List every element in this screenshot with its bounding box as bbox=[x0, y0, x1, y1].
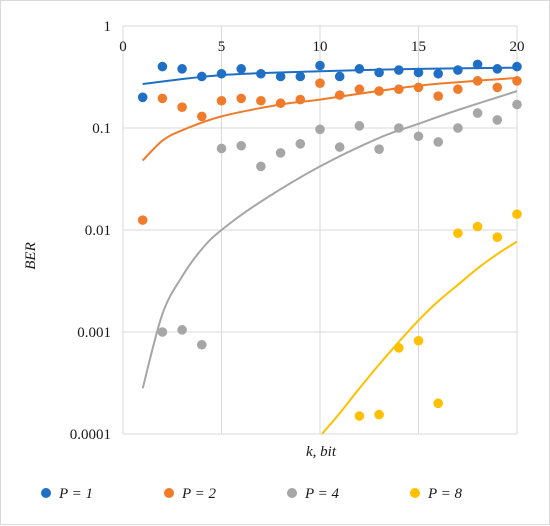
data-point bbox=[413, 131, 424, 142]
data-point bbox=[315, 78, 325, 88]
data-point bbox=[315, 60, 325, 71]
data-point bbox=[472, 108, 483, 118]
data-point bbox=[354, 84, 365, 95]
data-point bbox=[413, 335, 424, 346]
data-point bbox=[433, 91, 444, 102]
data-point bbox=[472, 59, 483, 70]
data-point bbox=[197, 71, 207, 82]
data-point bbox=[295, 94, 306, 105]
data-point bbox=[334, 71, 345, 82]
data-point bbox=[512, 61, 522, 72]
data-point bbox=[394, 343, 404, 353]
data-point bbox=[433, 68, 444, 79]
x-tick-label: 20 bbox=[510, 39, 525, 55]
y-tick-label: 0.0001 bbox=[70, 427, 111, 443]
data-point bbox=[157, 93, 168, 104]
x-tick-label: 0 bbox=[119, 39, 127, 55]
legend-marker bbox=[287, 488, 297, 498]
data-point bbox=[197, 339, 207, 350]
data-point bbox=[256, 95, 266, 106]
data-point bbox=[433, 398, 444, 409]
x-axis-label: k, bit bbox=[306, 444, 337, 460]
trendline bbox=[321, 240, 517, 434]
data-point bbox=[334, 142, 345, 152]
data-point bbox=[177, 325, 187, 335]
y-tick-label: 0.001 bbox=[77, 325, 111, 341]
data-point bbox=[354, 411, 365, 421]
data-point bbox=[354, 64, 365, 74]
data-point bbox=[177, 64, 187, 74]
legend-marker bbox=[410, 488, 420, 498]
legend-label: P = 4 bbox=[304, 486, 340, 502]
data-point bbox=[512, 76, 522, 86]
data-point bbox=[472, 221, 483, 232]
data-point bbox=[216, 143, 227, 154]
legend: P = 1 P = 2 P = 4 P = 8 bbox=[41, 486, 463, 502]
x-tick-label: 5 bbox=[218, 39, 226, 55]
data-point bbox=[453, 65, 463, 75]
y-tick-label: 1 bbox=[104, 19, 112, 35]
y-axis-label: BER bbox=[23, 242, 39, 270]
data-point bbox=[216, 68, 227, 79]
data-point bbox=[374, 86, 384, 96]
data-point bbox=[472, 76, 483, 86]
data-point bbox=[354, 121, 365, 131]
data-point bbox=[157, 61, 168, 72]
data-point bbox=[413, 82, 424, 93]
legend-label: P = 8 bbox=[427, 486, 463, 502]
data-point bbox=[374, 67, 384, 78]
data-point bbox=[256, 68, 266, 79]
data-point bbox=[177, 102, 187, 112]
data-point bbox=[256, 161, 266, 172]
data-point bbox=[334, 90, 345, 100]
y-tick-label: 0.01 bbox=[85, 223, 111, 239]
data-point bbox=[453, 123, 463, 133]
x-tick-label: 15 bbox=[411, 39, 426, 55]
data-point bbox=[275, 98, 286, 109]
x-tick-label: 10 bbox=[313, 39, 328, 55]
data-point bbox=[275, 148, 286, 158]
data-point bbox=[453, 84, 463, 95]
data-point bbox=[197, 111, 207, 122]
data-point bbox=[374, 144, 384, 154]
data-point bbox=[492, 82, 503, 93]
legend-marker bbox=[164, 488, 174, 498]
data-point bbox=[433, 137, 444, 147]
data-point bbox=[236, 93, 246, 104]
data-point bbox=[236, 64, 246, 74]
y-tick-label: 0.1 bbox=[92, 121, 111, 137]
data-point bbox=[216, 95, 227, 106]
data-point bbox=[413, 67, 424, 78]
legend-label: P = 2 bbox=[181, 486, 217, 502]
data-point bbox=[512, 99, 522, 110]
data-point bbox=[157, 327, 168, 337]
data-points bbox=[137, 59, 522, 421]
data-point bbox=[374, 409, 384, 420]
data-point bbox=[394, 123, 404, 133]
tick-labels: 0 5 10 15 20 1 0.1 0.01 0.001 0.0001 bbox=[70, 19, 525, 443]
data-point bbox=[315, 124, 325, 135]
legend-label: P = 1 bbox=[58, 486, 93, 502]
legend-marker bbox=[41, 488, 51, 498]
data-point bbox=[394, 84, 404, 95]
data-point bbox=[137, 215, 148, 225]
data-point bbox=[492, 115, 503, 125]
data-point bbox=[137, 92, 148, 103]
data-point bbox=[453, 228, 463, 239]
data-point bbox=[275, 71, 286, 82]
data-point bbox=[492, 64, 503, 74]
data-point bbox=[295, 71, 306, 82]
data-point bbox=[512, 209, 522, 219]
trendlines bbox=[141, 66, 517, 434]
trendline bbox=[141, 90, 517, 389]
data-point bbox=[492, 232, 503, 242]
data-point bbox=[394, 65, 404, 75]
data-point bbox=[295, 139, 306, 149]
data-point bbox=[236, 140, 246, 151]
